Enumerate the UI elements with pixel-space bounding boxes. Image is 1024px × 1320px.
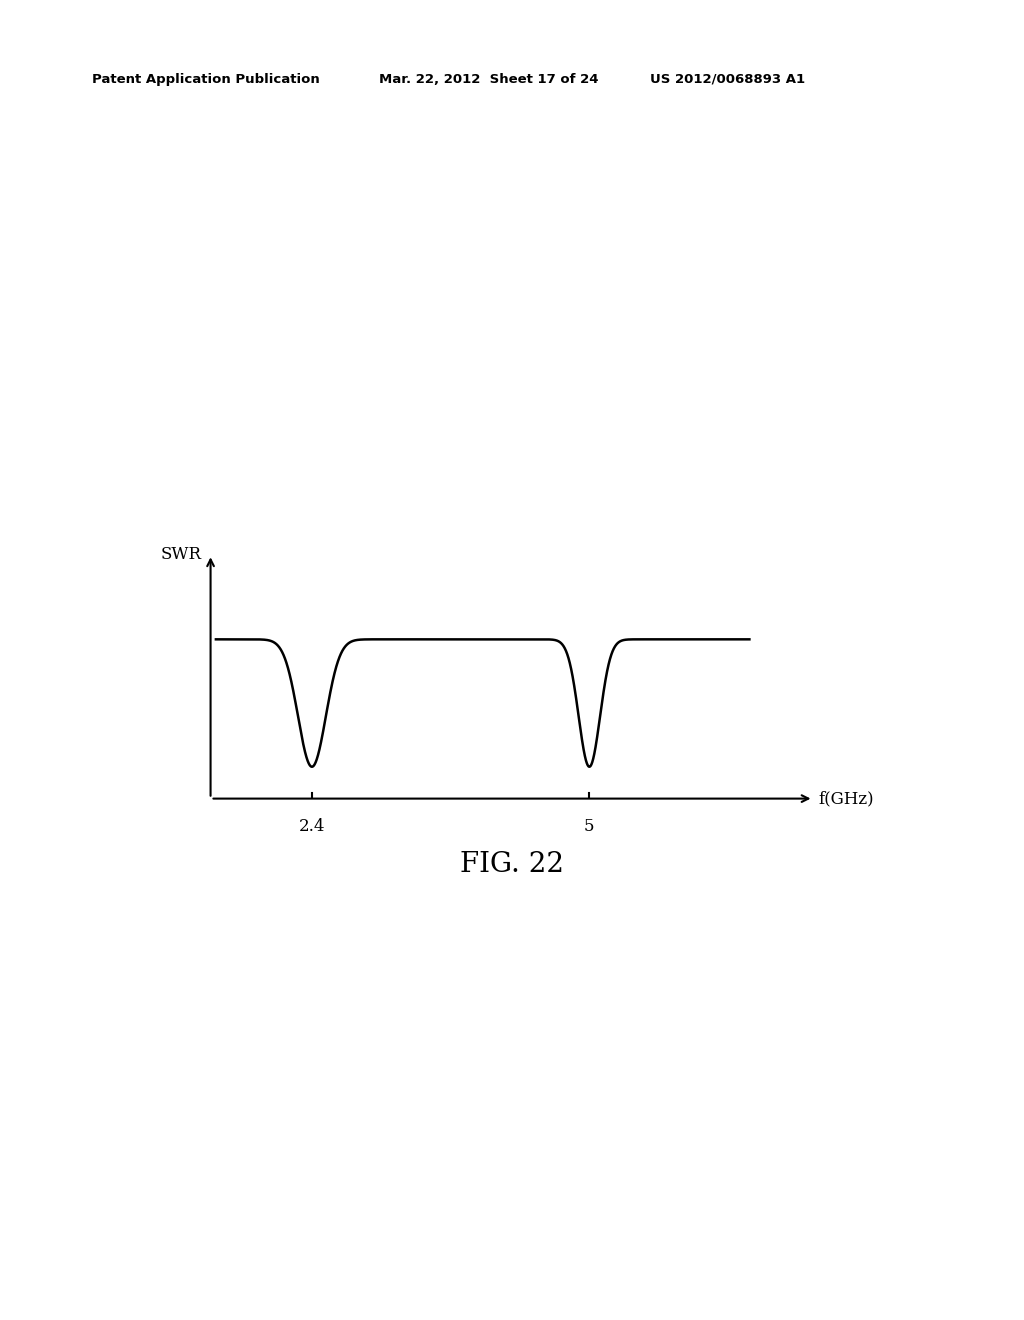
Text: Mar. 22, 2012  Sheet 17 of 24: Mar. 22, 2012 Sheet 17 of 24 — [379, 73, 598, 86]
Text: f(GHz): f(GHz) — [819, 791, 874, 807]
Text: FIG. 22: FIG. 22 — [460, 851, 564, 878]
Text: 5: 5 — [584, 817, 595, 834]
Text: US 2012/0068893 A1: US 2012/0068893 A1 — [650, 73, 805, 86]
Text: SWR: SWR — [161, 546, 202, 562]
Text: Patent Application Publication: Patent Application Publication — [92, 73, 319, 86]
Text: 2.4: 2.4 — [299, 817, 326, 834]
